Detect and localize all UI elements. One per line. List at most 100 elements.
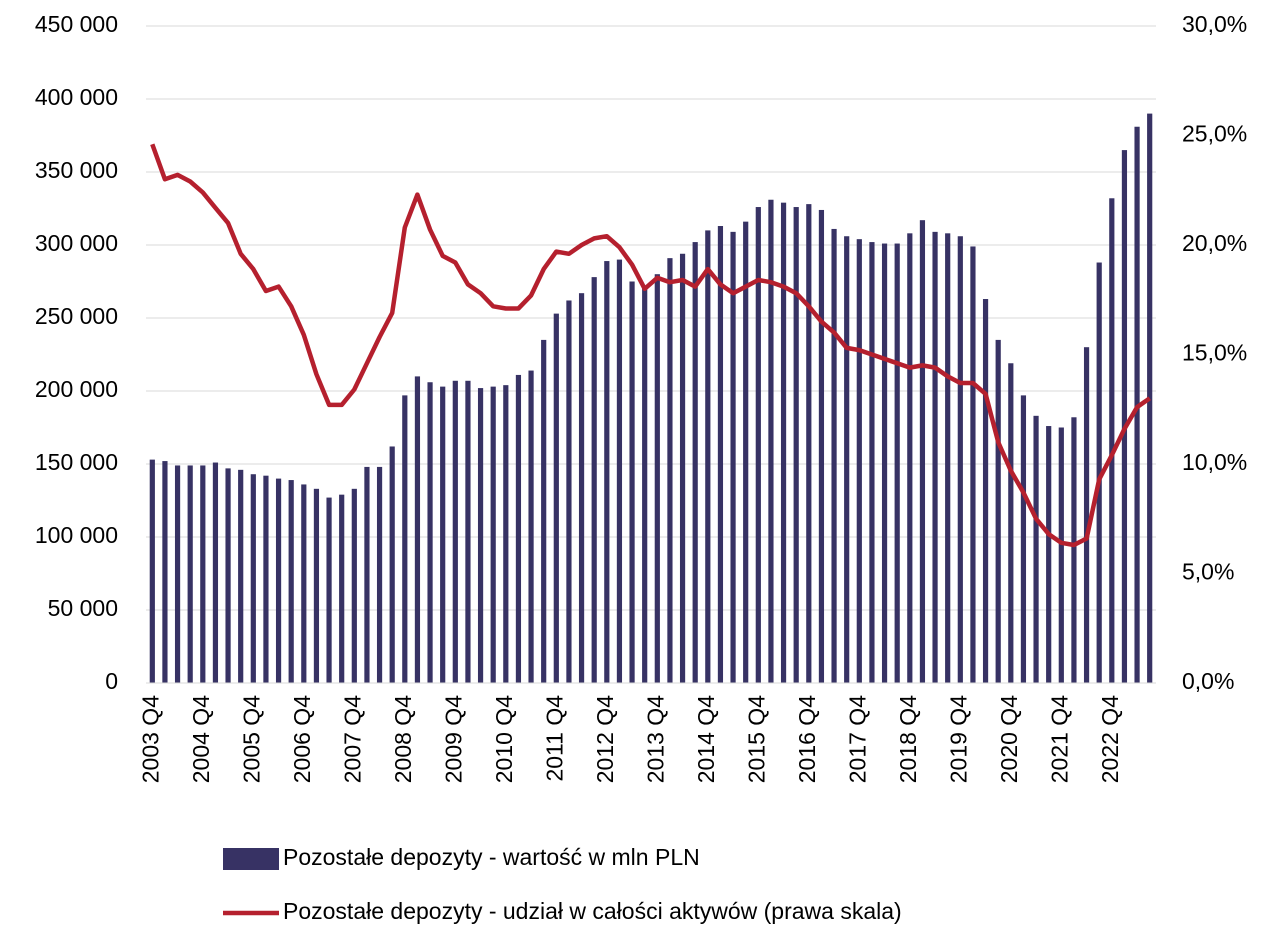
bar (793, 207, 799, 684)
bar (503, 385, 509, 683)
bar (364, 466, 370, 683)
legend-label: Pozostałe depozyty - wartość w mln PLN (283, 844, 700, 870)
bar (1008, 363, 1014, 683)
y-tick-label: 150 000 (35, 449, 118, 475)
x-tick-label: 2014 Q4 (693, 695, 719, 783)
bar (604, 261, 610, 683)
x-tick-label: 2015 Q4 (743, 695, 769, 783)
bar (844, 236, 850, 684)
x-tick-label: 2017 Q4 (844, 695, 870, 783)
x-tick-label: 2004 Q4 (188, 695, 214, 783)
y-tick-label: 300 000 (35, 230, 118, 256)
bar (515, 374, 522, 683)
bar (263, 475, 269, 683)
bar (1109, 198, 1115, 683)
bar (414, 376, 421, 683)
y2-tick-label: 0,0% (1182, 668, 1234, 694)
bar (301, 484, 307, 683)
bar (326, 497, 332, 683)
bar (477, 388, 484, 683)
x-tick-label: 2013 Q4 (642, 695, 668, 783)
bar (465, 380, 471, 683)
x-tick-label: 2008 Q4 (390, 695, 416, 783)
bar (818, 209, 825, 683)
bar (982, 299, 989, 683)
x-tick-label: 2018 Q4 (895, 695, 921, 783)
x-tick-label: 2021 Q4 (1046, 695, 1072, 783)
bar (743, 221, 749, 683)
bar (402, 395, 408, 683)
bar (212, 462, 219, 683)
bar (616, 259, 623, 683)
bar (238, 469, 244, 683)
x-tick-label: 2009 Q4 (440, 695, 466, 783)
bar (313, 488, 320, 683)
x-tick-label: 2010 Q4 (491, 695, 517, 783)
bar (541, 339, 547, 683)
x-tick-label: 2011 Q4 (541, 695, 567, 782)
bar (780, 202, 787, 683)
bar (566, 300, 572, 683)
bar (1033, 415, 1039, 683)
bar (654, 274, 660, 683)
bar (427, 382, 433, 683)
bar (869, 242, 875, 683)
bar (553, 313, 559, 683)
legend-swatch (223, 848, 279, 870)
y2-tick-label: 5,0% (1182, 559, 1234, 585)
bar (856, 239, 862, 683)
x-tick-label: 2007 Q4 (339, 695, 365, 783)
bar (831, 228, 837, 683)
bar (894, 243, 900, 684)
bar (275, 478, 282, 683)
bar (907, 233, 913, 683)
bar (389, 446, 395, 683)
line (150, 143, 1151, 548)
bar (174, 465, 181, 683)
x-tick-label: 2006 Q4 (289, 695, 315, 783)
bar (187, 465, 193, 683)
bar (642, 287, 648, 683)
bar (995, 339, 1001, 683)
bar (970, 246, 976, 683)
x-tick-label: 2003 Q4 (137, 695, 163, 783)
bar (957, 236, 963, 684)
bar (490, 386, 496, 683)
bar (806, 204, 812, 683)
bar (919, 220, 926, 683)
x-tick-label: 2016 Q4 (794, 695, 820, 783)
bar (288, 480, 294, 683)
bar (440, 386, 446, 683)
bar (591, 277, 597, 683)
bar (1121, 150, 1128, 684)
y2-tick-label: 30,0% (1182, 11, 1247, 37)
bar (149, 459, 155, 683)
bar (717, 226, 724, 683)
bar (730, 231, 736, 684)
y-tick-label: 100 000 (35, 522, 118, 548)
bar (162, 461, 168, 683)
bar (629, 281, 635, 683)
y-tick-label: 350 000 (35, 157, 118, 183)
y-tick-label: 450 000 (35, 11, 118, 37)
bar (1058, 427, 1064, 683)
bar (945, 233, 951, 683)
bar (351, 488, 357, 683)
y2-tick-label: 15,0% (1182, 340, 1247, 366)
bar (339, 494, 345, 683)
bar (1020, 395, 1027, 683)
y-tick-label: 50 000 (48, 595, 118, 621)
bar (768, 199, 774, 684)
bar (932, 231, 938, 684)
y-tick-label: 0 (105, 668, 118, 694)
x-tick-label: 2012 Q4 (592, 695, 618, 783)
x-tick-label: 2020 Q4 (996, 695, 1022, 783)
bar (528, 370, 534, 683)
bar (250, 474, 256, 683)
bar (755, 207, 761, 684)
bar (200, 465, 206, 683)
bar (1083, 347, 1090, 683)
bar (578, 293, 585, 683)
x-tick-label: 2005 Q4 (238, 695, 264, 783)
y2-tick-label: 20,0% (1182, 230, 1247, 256)
